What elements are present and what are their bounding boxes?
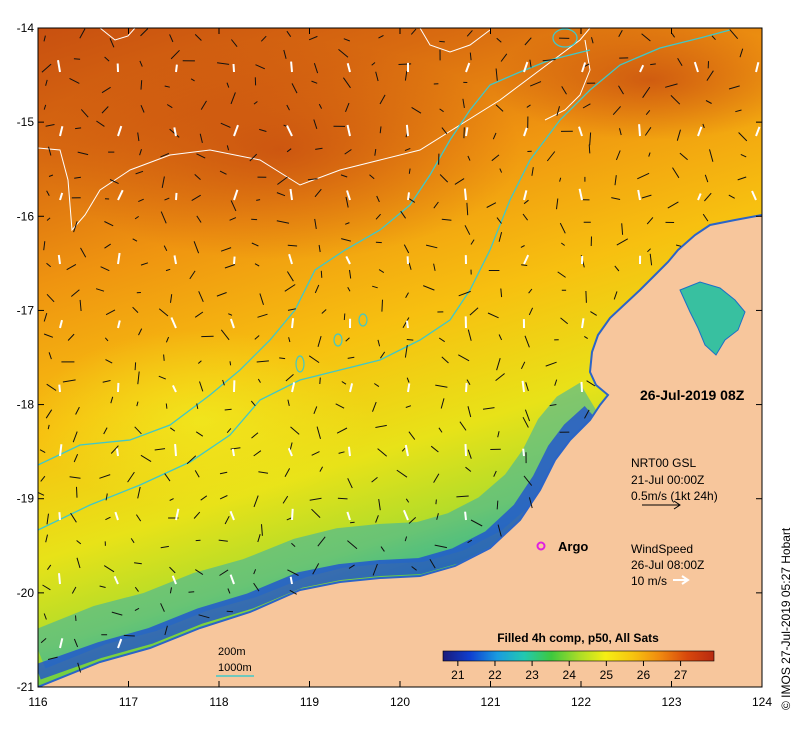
colorbar-tick-label: 27 xyxy=(674,668,688,682)
lon-tick-label: 120 xyxy=(390,695,410,709)
colorbar-tick-label: 23 xyxy=(525,668,539,682)
wind-vector xyxy=(465,512,466,520)
current-vector xyxy=(227,611,233,612)
lat-tick-label: -19 xyxy=(17,492,35,506)
wind-vector xyxy=(291,577,292,584)
current-vector xyxy=(321,271,322,278)
lat-tick-label: -14 xyxy=(17,21,35,35)
current-vector xyxy=(589,145,590,154)
current-vector xyxy=(407,340,414,341)
current-vector xyxy=(141,80,142,89)
wind-vector xyxy=(408,384,409,393)
wind-vector xyxy=(176,65,177,72)
wind-scale-label: 10 m/s xyxy=(631,574,667,588)
colorbar-title: Filled 4h comp, p50, All Sats xyxy=(497,631,659,645)
lon-tick-label: 121 xyxy=(480,695,500,709)
lat-tick-label: -20 xyxy=(17,586,35,600)
wind-vector xyxy=(523,381,524,392)
warm-pool-east xyxy=(490,20,799,140)
current-vector xyxy=(75,128,81,129)
current-vector xyxy=(344,314,345,321)
current-vector xyxy=(350,522,355,523)
current-vector xyxy=(650,64,656,65)
current-vector xyxy=(76,615,77,621)
wind-vector xyxy=(59,573,60,584)
wind-vector xyxy=(582,382,583,392)
wind-vector xyxy=(465,189,466,200)
lon-tick-label: 118 xyxy=(209,695,228,709)
current-vector xyxy=(77,487,78,498)
wind-vector xyxy=(234,257,235,264)
wind-vector xyxy=(234,64,235,72)
isobath-1000-label: 1000m xyxy=(218,662,252,674)
colorbar-tick-label: 25 xyxy=(600,668,614,682)
warm-pool xyxy=(40,40,520,260)
lat-tick-label: -17 xyxy=(17,303,35,317)
wind-vector xyxy=(59,385,60,392)
lon-tick-label: 122 xyxy=(571,695,591,709)
wind-vector xyxy=(407,321,408,328)
wind-vector xyxy=(408,192,409,200)
colorbar-tick-label: 26 xyxy=(637,668,651,682)
lon-tick-label: 116 xyxy=(28,695,47,709)
wind-vector xyxy=(59,512,60,520)
current-vector xyxy=(135,362,136,370)
lon-tick-label: 117 xyxy=(119,695,138,709)
wind-vector xyxy=(292,509,293,520)
lat-tick-label: -21 xyxy=(17,680,35,694)
current-vector xyxy=(320,378,321,384)
current-vector xyxy=(497,501,498,510)
current-vector xyxy=(164,355,165,361)
current-vector xyxy=(586,291,587,303)
wind-vector xyxy=(407,125,408,136)
lat-tick-label: -16 xyxy=(17,209,35,223)
colorbar-tick-label: 22 xyxy=(488,668,502,682)
current-vector xyxy=(399,64,412,65)
lat-tick-label: -15 xyxy=(17,115,35,129)
current-vector xyxy=(124,635,135,636)
wind-vector xyxy=(233,449,234,456)
wind-vector xyxy=(349,447,350,456)
current-source-label: NRT00 GSL xyxy=(631,456,696,470)
lon-tick-label: 119 xyxy=(300,695,319,709)
wind-vector xyxy=(466,383,467,392)
current-vector xyxy=(439,41,445,42)
lon-tick-label: 123 xyxy=(661,695,681,709)
current-vector xyxy=(166,404,167,409)
wind-vector xyxy=(60,444,61,456)
wind-vector xyxy=(466,444,467,456)
current-vector xyxy=(189,592,195,593)
wind-vector xyxy=(639,124,640,136)
wind-vector xyxy=(176,193,177,200)
wind-vector xyxy=(291,62,292,72)
wind-vector xyxy=(59,255,60,264)
cool-tongue xyxy=(30,330,370,510)
current-date-label: 21-Jul 00:00Z xyxy=(631,473,704,487)
colorbar-tick-label: 21 xyxy=(451,668,465,682)
lon-tick-label: 124 xyxy=(752,695,772,709)
sst-field: Argo 26-Jul-2019 08Z NRT00 GSL 21-Jul 00… xyxy=(30,20,799,687)
wind-vector xyxy=(117,449,118,457)
wind-vector xyxy=(523,449,524,456)
argo-label: Argo xyxy=(558,539,588,554)
colorbar-strip xyxy=(443,651,714,661)
wind-title-label: WindSpeed xyxy=(631,542,693,556)
wind-vector xyxy=(292,318,293,328)
current-vector xyxy=(382,300,383,312)
colorbar-tick-label: 24 xyxy=(563,668,577,682)
lat-tick-label: -18 xyxy=(17,398,35,412)
wind-vector xyxy=(175,444,176,456)
current-vector xyxy=(338,498,348,499)
isobath-200-label: 200m xyxy=(218,646,246,658)
current-vector xyxy=(230,361,231,365)
date-label: 26-Jul-2019 08Z xyxy=(640,387,745,403)
wind-vector xyxy=(466,127,467,136)
credit-label: © IMOS 27-Jul-2019 05:27 Hobart xyxy=(779,527,793,710)
current-vector xyxy=(436,500,437,505)
wind-date-label: 26-Jul 08:00Z xyxy=(631,558,704,572)
current-vector xyxy=(279,358,285,359)
